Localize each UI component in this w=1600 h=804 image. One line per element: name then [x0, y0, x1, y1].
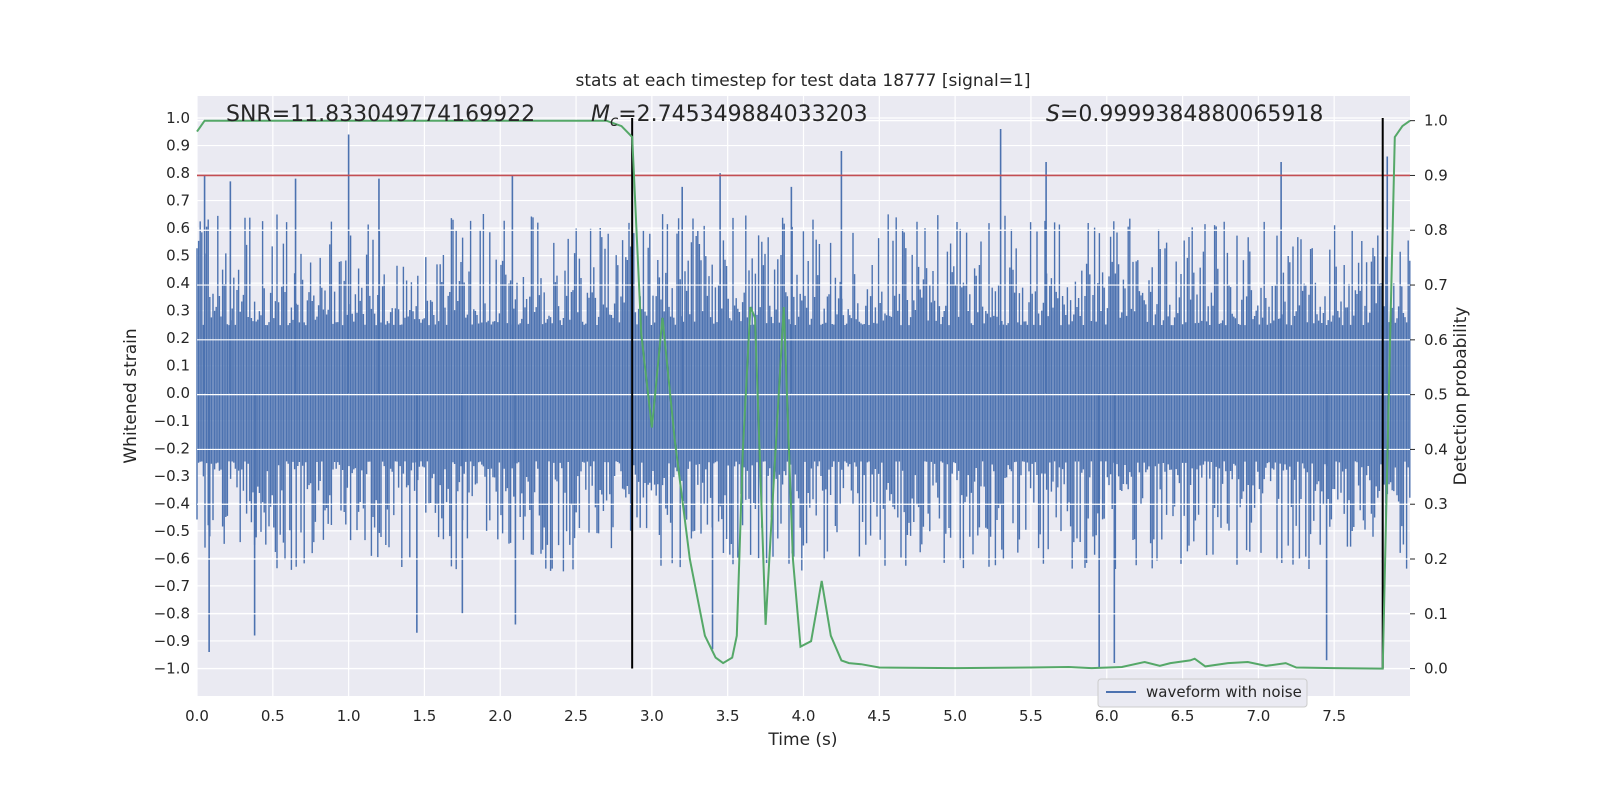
y-tick-label: 0.8: [166, 164, 190, 182]
right-y-tick-label: 0.5: [1424, 386, 1448, 404]
y-tick-label: 0.5: [166, 247, 190, 265]
score-value: =0.9999384880065918: [1060, 102, 1323, 127]
y-tick-label: −1.0: [154, 659, 190, 677]
y-tick-label: 0.0: [166, 384, 190, 402]
y-tick-label: 0.9: [166, 137, 190, 155]
event-marker-lines: [631, 118, 1384, 669]
chirp-mass-symbol: M: [591, 102, 610, 127]
y-axis-label: Whitened strain: [121, 328, 141, 463]
y-tick-label: 0.1: [166, 357, 190, 375]
chirp-mass-value: =2.745349884033203: [618, 102, 867, 127]
y-tick-label: −0.2: [154, 439, 190, 457]
y-tick-labels: 1.0 0.9 0.8 0.7 0.6 0.5 0.4 0.3 0.2 0.1 0.0 −0.1 −0.…: [154, 109, 190, 677]
x-tick-label: 2.5: [564, 707, 588, 725]
right-y-tick-label: 0.7: [1424, 276, 1448, 294]
y-tick-label: −0.4: [154, 494, 190, 512]
right-y-tick-label: 0.3: [1424, 495, 1448, 513]
right-y-tick-label: 0.6: [1424, 331, 1448, 349]
right-y-axis-label: Detection probability: [1451, 307, 1471, 486]
x-tick-label: 6.0: [1095, 707, 1119, 725]
chirp-mass-annotation: Mc=2.745349884033203: [591, 102, 868, 130]
x-tick-label: 4.5: [867, 707, 891, 725]
x-tick-labels: 0.0 0.5 1.0 1.5 2.0 2.5 3.0 3.5 4.0 4.5 5.0 5.5 6.0 6…: [185, 707, 1346, 725]
detection-probability-series: [196, 119, 1411, 670]
x-tick-label: 7.5: [1322, 707, 1346, 725]
score-annotation: S=0.9999384880065918: [1046, 102, 1323, 127]
snr-annotation: SNR=11.833049774169922: [226, 102, 535, 127]
y-tick-label: −0.9: [154, 632, 190, 650]
x-tick-label: 1.0: [337, 707, 361, 725]
legend-label: waveform with noise: [1146, 683, 1302, 701]
right-y-tick-label: 1.0: [1424, 112, 1448, 130]
y-tick-label: 0.2: [166, 329, 190, 347]
x-tick-label: 6.5: [1171, 707, 1195, 725]
y-tick-label: −0.5: [154, 522, 190, 540]
y-tick-label: −0.7: [154, 577, 190, 595]
right-y-tick-label: 0.1: [1424, 605, 1448, 623]
right-y-tick-label: 0.9: [1424, 166, 1448, 184]
waveform-series: [196, 129, 1411, 669]
x-tick-label: 4.0: [792, 707, 816, 725]
y-tick-label: 1.0: [166, 109, 190, 127]
x-tick-label: 0.5: [261, 707, 285, 725]
x-tick-label: 0.0: [185, 707, 209, 725]
y-tick-label: −0.8: [154, 604, 190, 622]
right-y-tick-label: 0.8: [1424, 221, 1448, 239]
x-tick-label: 1.5: [413, 707, 437, 725]
chirp-mass-subscript: c: [610, 112, 619, 130]
x-tick-label: 7.0: [1246, 707, 1270, 725]
y-tick-label: −0.3: [154, 467, 190, 485]
right-y-tick-label: 0.2: [1424, 550, 1448, 568]
y-tick-label: 0.6: [166, 219, 190, 237]
y-tick-label: 0.3: [166, 302, 190, 320]
x-tick-label: 2.0: [488, 707, 512, 725]
y-tick-label: 0.4: [166, 274, 190, 292]
x-tick-label: 3.0: [640, 707, 664, 725]
legend-box: [1097, 678, 1308, 708]
x-tick-label: 5.5: [1019, 707, 1043, 725]
legend: waveform with noise: [1097, 678, 1308, 708]
chart-title: stats at each timestep for test data 187…: [576, 71, 1031, 91]
right-y-tick-label: 0.0: [1424, 660, 1448, 678]
y-tick-label: −0.1: [154, 412, 190, 430]
score-symbol: S: [1046, 102, 1060, 127]
x-tick-label: 5.0: [943, 707, 967, 725]
right-y-tick-label: 0.4: [1424, 440, 1448, 458]
x-tick-label: 3.5: [716, 707, 740, 725]
y-tick-label: −0.6: [154, 549, 190, 567]
x-axis-label: Time (s): [767, 730, 837, 750]
right-y-tick-labels: 1.0 0.9 0.8 0.7 0.6 0.5 0.4 0.3 0.2 0.1 0.0: [1410, 112, 1448, 678]
y-tick-label: 0.7: [166, 192, 190, 210]
